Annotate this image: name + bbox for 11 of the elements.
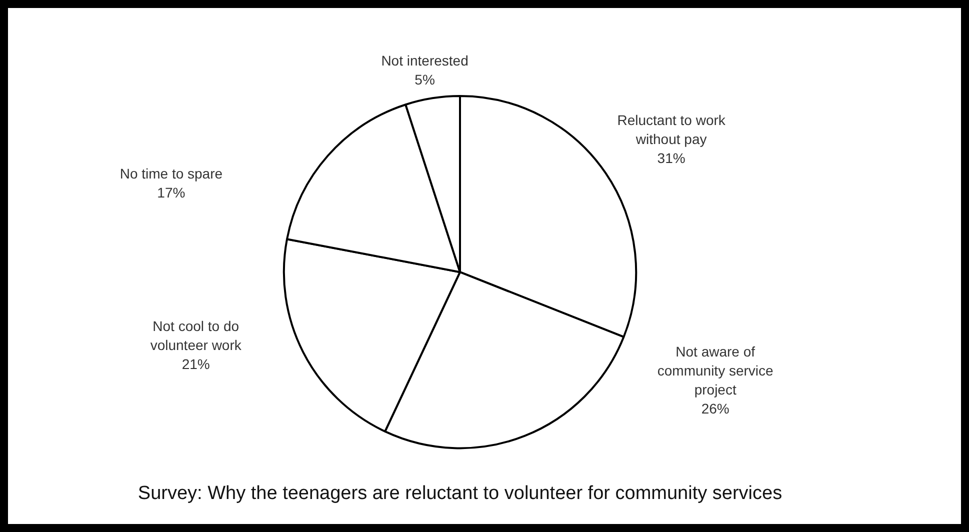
slice-label: Not cool to do volunteer work (150, 318, 242, 353)
slice-label: Not aware of community service project (657, 344, 774, 398)
data-label: 26% (701, 400, 730, 417)
data-label: 5% (414, 72, 435, 88)
data-label: 31% (657, 150, 686, 166)
data-label: 17% (157, 184, 186, 200)
slice-label: Not interested (381, 52, 468, 69)
slice-label: Reluctant to work without pay (617, 112, 726, 147)
data-label: 21% (182, 356, 210, 372)
text: Survey: Why the teenagers are reluctant to volunteer for community services (138, 482, 782, 504)
slice-label: No time to spare (120, 165, 223, 182)
